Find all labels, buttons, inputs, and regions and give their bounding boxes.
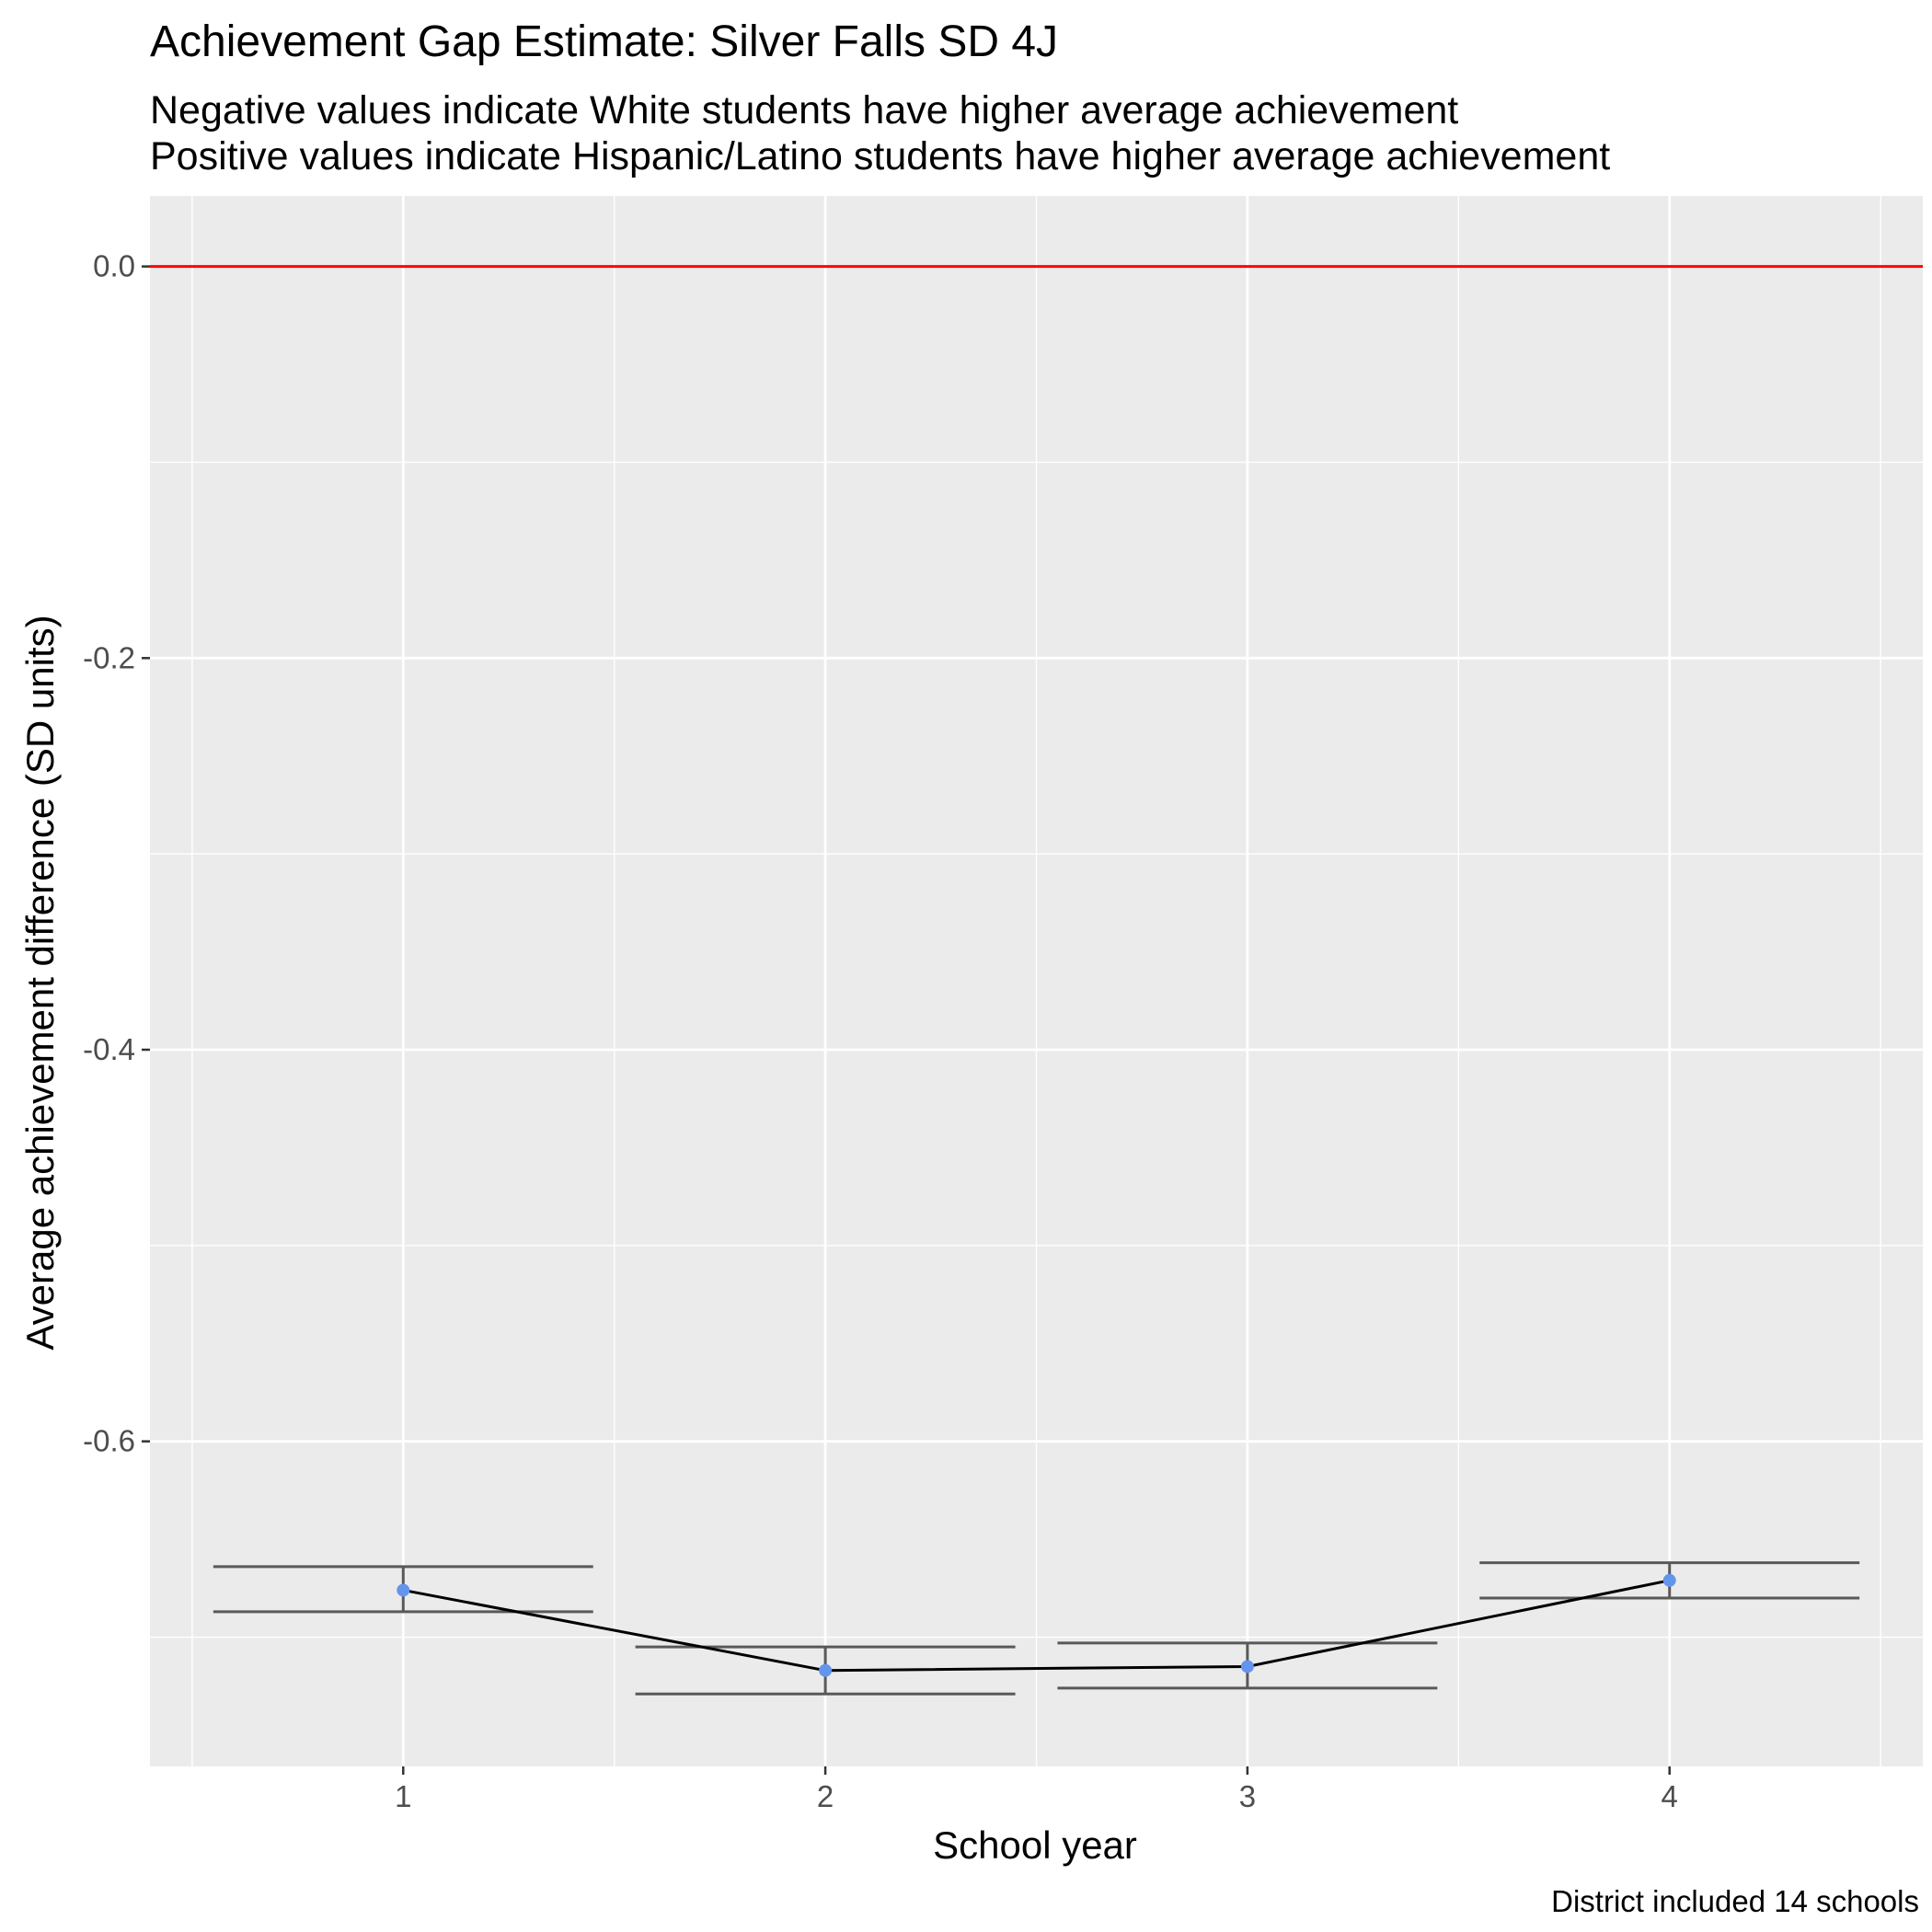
grid-minor bbox=[150, 196, 1923, 1766]
y-tick-label: -0.6 bbox=[83, 1424, 135, 1458]
y-tick-label: -0.2 bbox=[83, 640, 135, 674]
y-axis-ticks: 0.0 -0.2 -0.4 -0.6 bbox=[83, 249, 150, 1458]
data-point bbox=[819, 1663, 833, 1677]
y-axis-label: Average achievement difference (SD units… bbox=[18, 615, 62, 1351]
x-tick-label: 1 bbox=[395, 1779, 411, 1813]
data-point bbox=[397, 1583, 410, 1597]
x-tick-label: 2 bbox=[817, 1779, 834, 1813]
data-point bbox=[1240, 1660, 1254, 1673]
chart-title: Achievement Gap Estimate: Silver Falls S… bbox=[150, 17, 1059, 66]
data-points bbox=[397, 1573, 1676, 1677]
chart-caption: District included 14 schools bbox=[1551, 1884, 1919, 1918]
chart-subtitle-line-1: Negative values indicate White students … bbox=[150, 88, 1459, 132]
data-point bbox=[1662, 1573, 1676, 1587]
grid-major bbox=[150, 196, 1923, 1766]
y-tick-label: 0.0 bbox=[93, 249, 135, 283]
x-axis-ticks: 1 2 3 4 bbox=[395, 1766, 1678, 1813]
chart-subtitle-line-2: Positive values indicate Hispanic/Latino… bbox=[150, 134, 1611, 178]
series-line bbox=[403, 1579, 1671, 1673]
x-tick-label: 4 bbox=[1662, 1779, 1678, 1813]
x-axis-label: School year bbox=[933, 1823, 1137, 1867]
x-tick-label: 3 bbox=[1239, 1779, 1256, 1813]
y-tick-label: -0.4 bbox=[83, 1032, 135, 1066]
